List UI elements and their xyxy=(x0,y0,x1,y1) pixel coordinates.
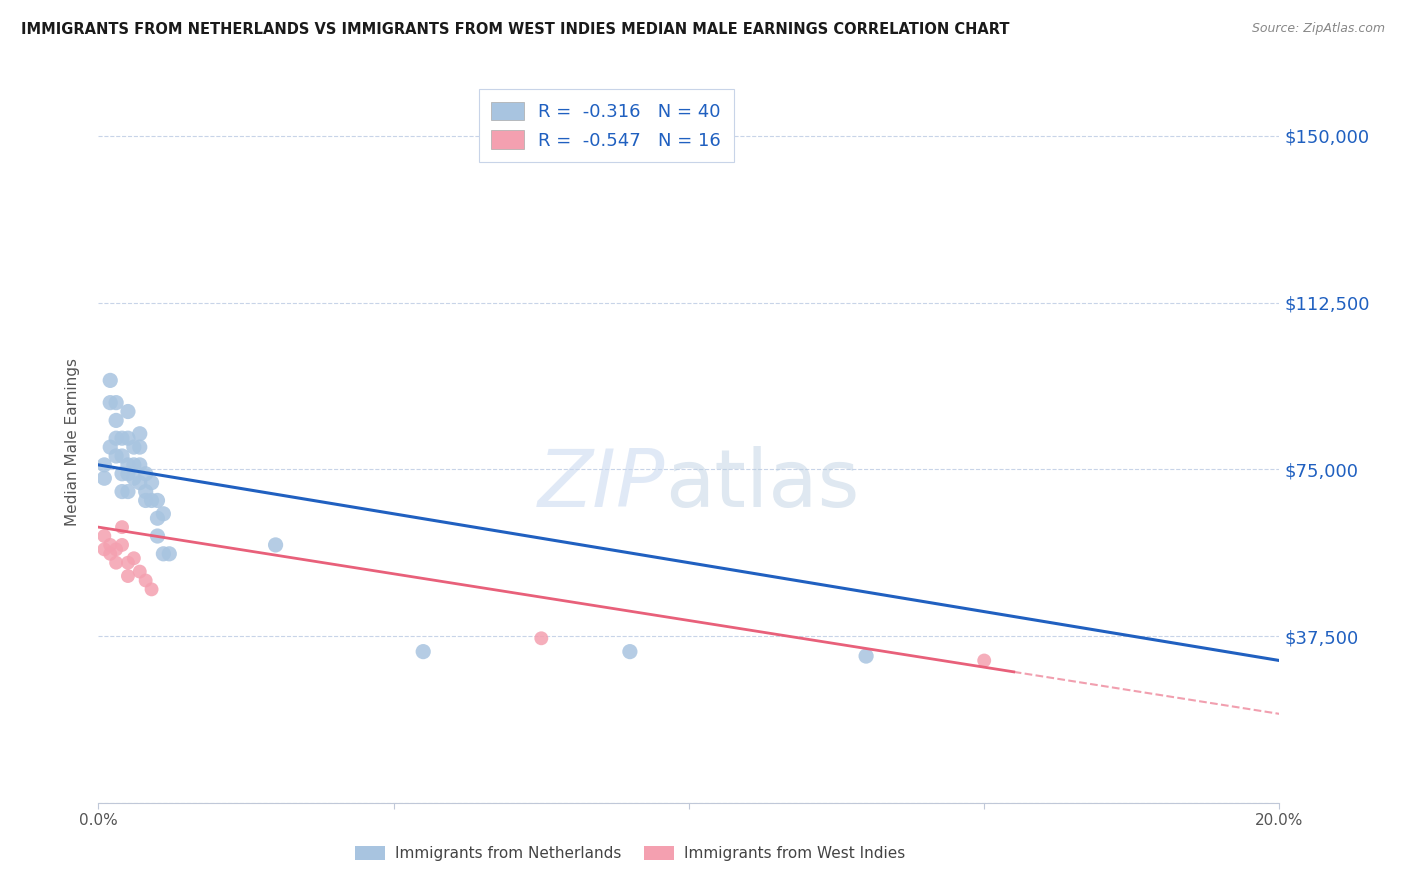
Point xyxy=(117,484,139,499)
Text: ZIP: ZIP xyxy=(538,446,665,524)
Point xyxy=(105,431,128,445)
Point xyxy=(152,547,174,561)
Point xyxy=(135,493,157,508)
Point xyxy=(105,395,128,409)
Point xyxy=(122,458,145,472)
Legend: Immigrants from Netherlands, Immigrants from West Indies: Immigrants from Netherlands, Immigrants … xyxy=(349,840,911,867)
Point xyxy=(117,458,139,472)
Point xyxy=(111,431,134,445)
Point xyxy=(111,467,134,481)
Point xyxy=(128,426,150,441)
Point xyxy=(128,475,150,490)
Y-axis label: Median Male Earnings: Median Male Earnings xyxy=(65,358,80,525)
Text: IMMIGRANTS FROM NETHERLANDS VS IMMIGRANTS FROM WEST INDIES MEDIAN MALE EARNINGS : IMMIGRANTS FROM NETHERLANDS VS IMMIGRANT… xyxy=(21,22,1010,37)
Point xyxy=(111,449,134,463)
Text: atlas: atlas xyxy=(665,446,859,524)
Point xyxy=(105,542,128,557)
Point xyxy=(135,484,157,499)
Point xyxy=(93,458,115,472)
Point xyxy=(105,413,128,427)
Point xyxy=(135,467,157,481)
Point xyxy=(146,529,169,543)
Point xyxy=(619,645,641,659)
Point xyxy=(135,574,157,588)
Point xyxy=(117,467,139,481)
Point xyxy=(111,520,134,534)
Point xyxy=(157,547,180,561)
Point xyxy=(973,653,995,667)
Point xyxy=(122,440,145,454)
Point xyxy=(122,551,145,566)
Point xyxy=(141,493,163,508)
Point xyxy=(141,582,163,597)
Point xyxy=(128,565,150,579)
Point xyxy=(855,649,877,664)
Point xyxy=(152,507,174,521)
Point xyxy=(98,395,121,409)
Point xyxy=(128,458,150,472)
Point xyxy=(105,449,128,463)
Point xyxy=(530,632,553,646)
Point xyxy=(122,471,145,485)
Text: Source: ZipAtlas.com: Source: ZipAtlas.com xyxy=(1251,22,1385,36)
Point xyxy=(117,556,139,570)
Point xyxy=(93,542,115,557)
Point xyxy=(412,645,434,659)
Point xyxy=(146,511,169,525)
Point xyxy=(264,538,287,552)
Point xyxy=(141,475,163,490)
Point xyxy=(146,493,169,508)
Point xyxy=(98,373,121,387)
Point xyxy=(111,538,134,552)
Point xyxy=(98,538,121,552)
Point xyxy=(117,569,139,583)
Point xyxy=(111,484,134,499)
Point xyxy=(105,556,128,570)
Point xyxy=(93,471,115,485)
Point xyxy=(98,547,121,561)
Point xyxy=(98,440,121,454)
Point xyxy=(117,404,139,418)
Point xyxy=(117,431,139,445)
Point xyxy=(93,529,115,543)
Point xyxy=(128,440,150,454)
